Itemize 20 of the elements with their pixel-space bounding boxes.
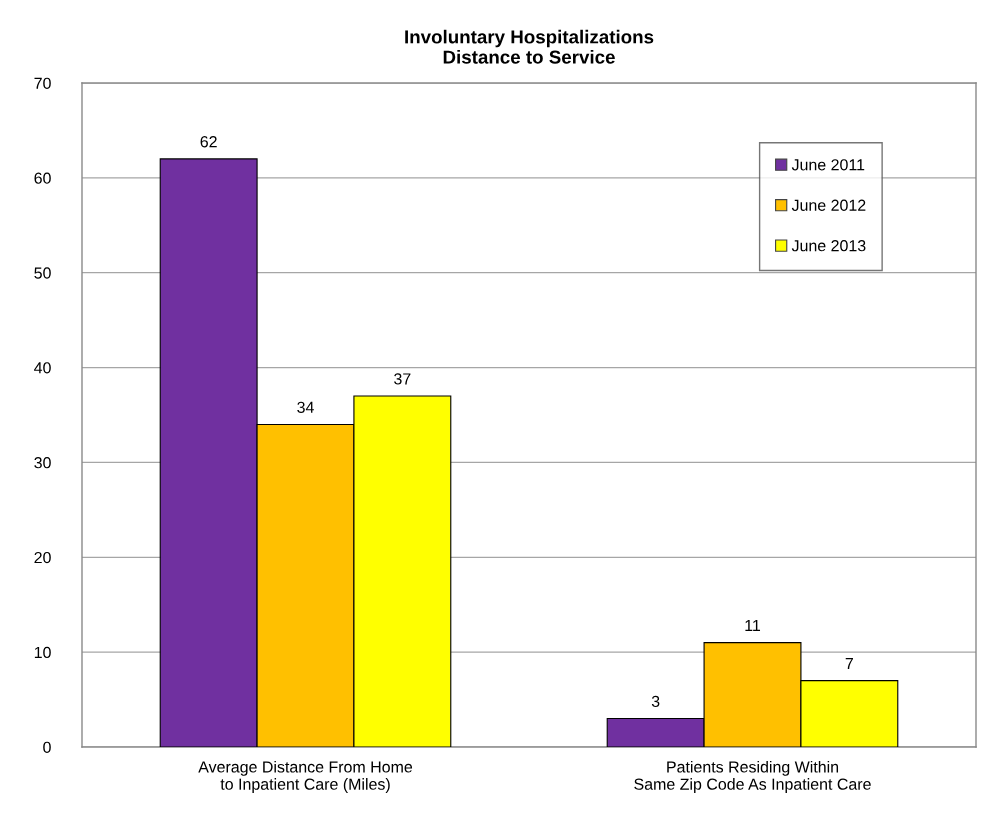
y-tick-label: 0 — [43, 741, 51, 753]
data-label: 11 — [745, 620, 761, 632]
legend-label: June 2012 — [791, 199, 866, 211]
y-tick-label: 30 — [34, 457, 51, 469]
data-label: 37 — [394, 373, 411, 385]
data-label: 62 — [200, 136, 217, 148]
legend-label: June 2013 — [791, 240, 866, 252]
data-label: 34 — [297, 401, 314, 413]
y-tick-label: 20 — [34, 551, 51, 564]
y-tick-label: 70 — [34, 77, 51, 89]
y-tick-label: 40 — [34, 362, 51, 374]
data-label: 7 — [845, 657, 853, 669]
y-tick-label: 60 — [34, 172, 51, 184]
legend-label: June 2011 — [791, 159, 865, 171]
y-tick-label: 50 — [34, 267, 51, 279]
x-tick-label: Average Distance From Home to Inpatient Care (Miles) — [198, 760, 413, 793]
x-tick-label: Patients Residing Within Same Zip Code As Inpatient Care — [634, 760, 871, 793]
chart-title: Involuntary Hospitalizations Distance to Service — [405, 29, 654, 64]
data-label: 3 — [651, 695, 660, 708]
y-tick-label: 10 — [34, 646, 51, 659]
